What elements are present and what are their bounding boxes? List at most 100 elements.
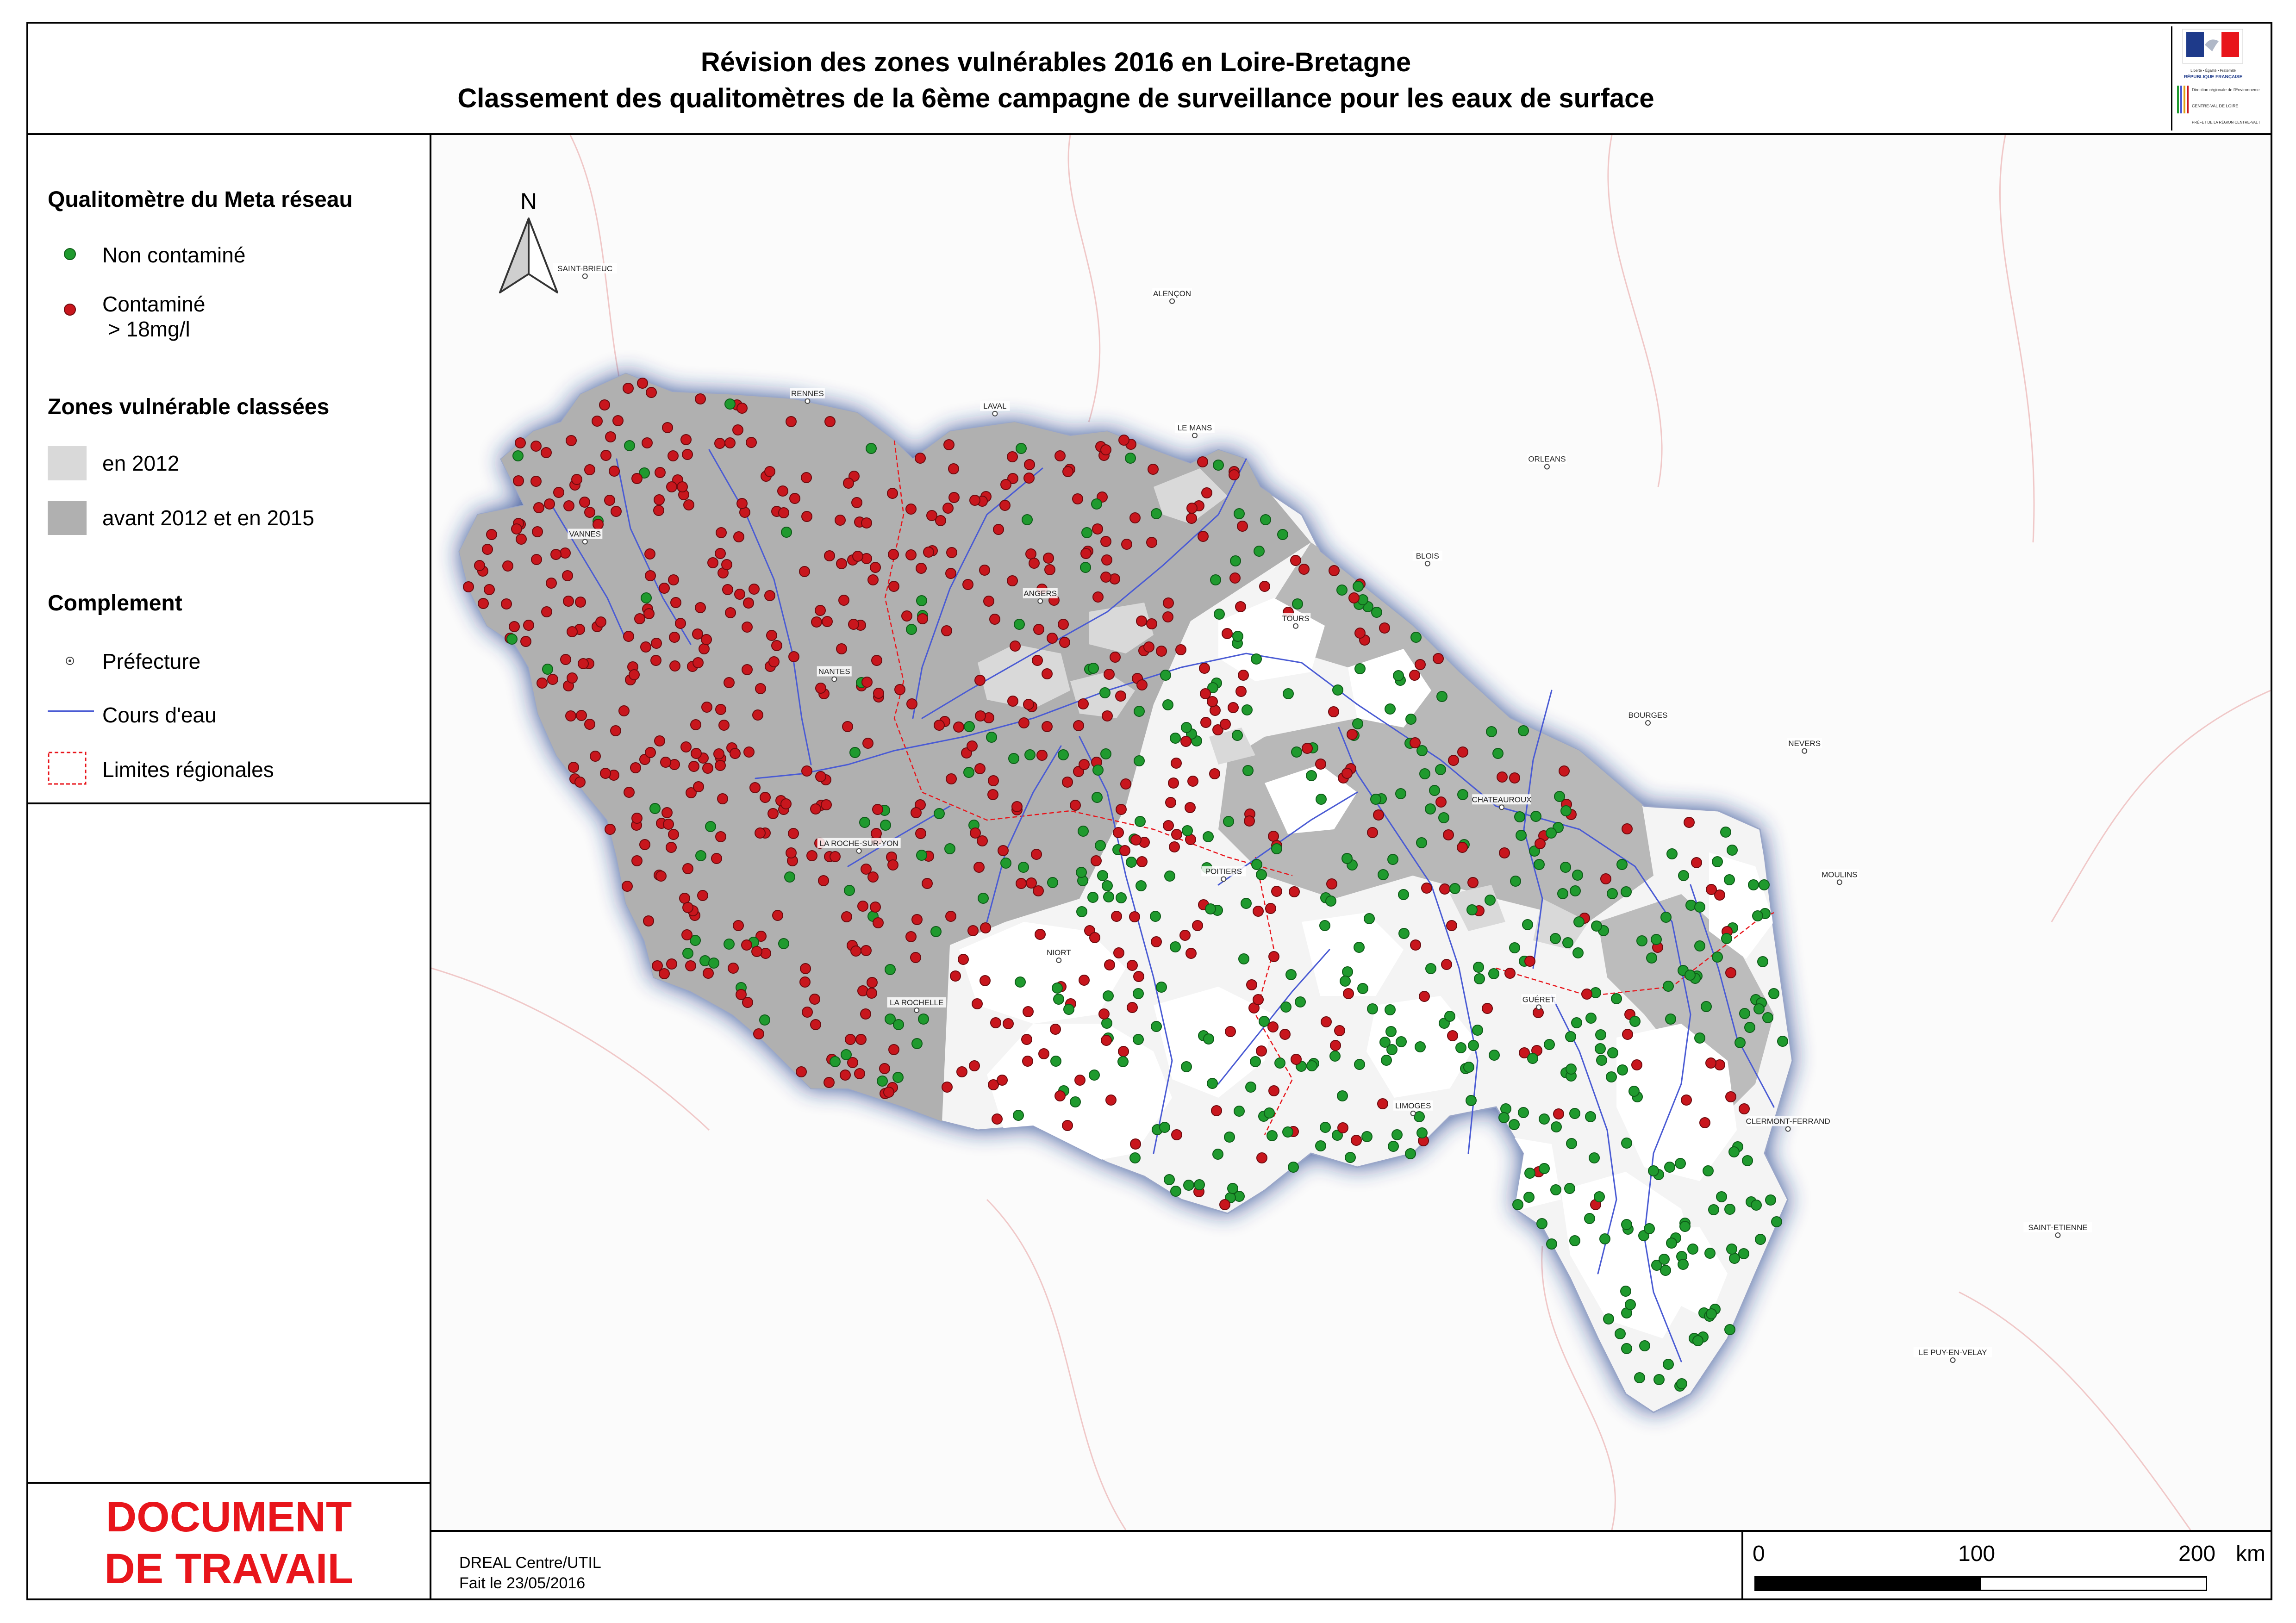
station-contamine — [888, 581, 899, 592]
station-contamine — [1186, 503, 1198, 514]
prefecture-marker — [831, 676, 837, 682]
station-contamine — [624, 787, 635, 798]
place-label-background — [817, 838, 901, 848]
svg-text:Liberté • Égalité • Fraternité: Liberté • Égalité • Fraternité — [2190, 68, 2236, 73]
north-arrow: N — [499, 188, 558, 293]
station-contamine — [1011, 801, 1023, 812]
station-non-contamine — [1416, 745, 1428, 756]
station-contamine — [772, 910, 783, 921]
station-contamine — [546, 578, 557, 589]
station-contamine — [755, 683, 766, 694]
station-contamine — [1343, 988, 1354, 999]
scale-bar-track — [1754, 1576, 2207, 1591]
station-contamine — [1447, 1030, 1458, 1041]
station-contamine — [801, 511, 812, 522]
station-contamine — [993, 524, 1004, 535]
station-non-contamine — [1509, 1119, 1520, 1130]
station-non-contamine — [1595, 1043, 1606, 1054]
station-non-contamine — [930, 926, 942, 937]
station-non-contamine — [1103, 990, 1114, 1001]
station-non-contamine — [1354, 663, 1366, 674]
station-non-contamine — [1516, 830, 1527, 841]
station-contamine — [1315, 759, 1326, 770]
background-boundaries — [431, 135, 2271, 1530]
station-non-contamine — [1254, 546, 1265, 557]
station-non-contamine — [1648, 1165, 1659, 1176]
station-contamine — [1104, 959, 1115, 970]
station-non-contamine — [1117, 1056, 1129, 1067]
station-contamine — [1326, 878, 1337, 889]
station-non-contamine — [1463, 1062, 1474, 1073]
station-non-contamine — [1620, 1286, 1631, 1297]
station-contamine — [1229, 469, 1240, 480]
station-non-contamine — [978, 893, 989, 904]
scale-unit: km — [2236, 1542, 2265, 1566]
station-non-contamine — [1692, 1335, 1703, 1346]
station-non-contamine — [1242, 765, 1254, 776]
station-contamine — [980, 975, 991, 986]
station-non-contamine — [1416, 1127, 1428, 1138]
station-non-contamine — [1466, 904, 1478, 915]
station-non-contamine — [1103, 891, 1114, 902]
station-contamine — [764, 590, 775, 601]
station-non-contamine — [1685, 970, 1696, 981]
place-label: GUÉRET — [1522, 995, 1555, 1004]
station-non-contamine — [1325, 895, 1336, 907]
station-contamine — [1047, 633, 1058, 644]
station-contamine — [760, 792, 771, 803]
station-non-contamine — [1181, 722, 1192, 733]
station-contamine — [631, 855, 643, 866]
station-non-contamine — [1724, 1204, 1735, 1215]
station-contamine — [482, 544, 493, 555]
station-non-contamine — [1762, 1012, 1773, 1023]
station-non-contamine — [1751, 1200, 1762, 1211]
station-non-contamine — [1159, 1122, 1170, 1133]
place-label-background — [1628, 710, 1668, 720]
station-contamine — [610, 725, 621, 736]
station-contamine — [1268, 831, 1279, 842]
station-contamine — [1198, 531, 1209, 542]
station-contamine — [623, 631, 634, 642]
station-contamine — [987, 789, 998, 800]
station-contamine — [618, 705, 630, 716]
station-contamine — [1246, 979, 1257, 990]
station-contamine — [701, 702, 712, 713]
station-contamine — [801, 765, 812, 777]
station-contamine — [1197, 456, 1208, 467]
station-non-contamine — [1518, 725, 1529, 736]
station-contamine — [799, 566, 810, 577]
station-contamine — [980, 922, 991, 933]
station-contamine — [997, 1075, 1008, 1086]
station-non-contamine — [705, 821, 716, 832]
legend-contamine-threshold: > 18mg/l — [108, 317, 190, 341]
station-contamine — [1079, 759, 1090, 770]
station-contamine — [852, 551, 863, 562]
station-contamine — [1253, 906, 1264, 917]
station-contamine — [733, 531, 744, 542]
place-label-background — [1412, 550, 1443, 561]
station-non-contamine — [1644, 1223, 1655, 1234]
station-non-contamine — [1419, 768, 1430, 779]
station-contamine — [1600, 873, 1611, 884]
station-contamine — [683, 499, 694, 510]
station-contamine — [741, 939, 752, 951]
station-contamine — [905, 931, 917, 942]
station-non-contamine — [1016, 443, 1027, 454]
station-non-contamine — [1466, 1095, 1477, 1106]
station-contamine — [824, 1077, 835, 1088]
station-contamine — [622, 881, 633, 892]
station-non-contamine — [1194, 1179, 1205, 1190]
station-contamine — [584, 507, 595, 518]
station-contamine — [553, 487, 564, 498]
station-contamine — [563, 596, 574, 607]
station-contamine — [1074, 1075, 1086, 1086]
station-contamine — [910, 952, 921, 963]
station-non-contamine — [1560, 862, 1571, 873]
station-contamine — [1033, 885, 1044, 896]
station-contamine — [992, 1113, 1003, 1125]
station-non-contamine — [1514, 811, 1525, 822]
station-non-contamine — [1748, 879, 1759, 890]
station-non-contamine — [1008, 753, 1019, 764]
station-non-contamine — [1768, 988, 1779, 999]
station-non-contamine — [1771, 1216, 1782, 1227]
